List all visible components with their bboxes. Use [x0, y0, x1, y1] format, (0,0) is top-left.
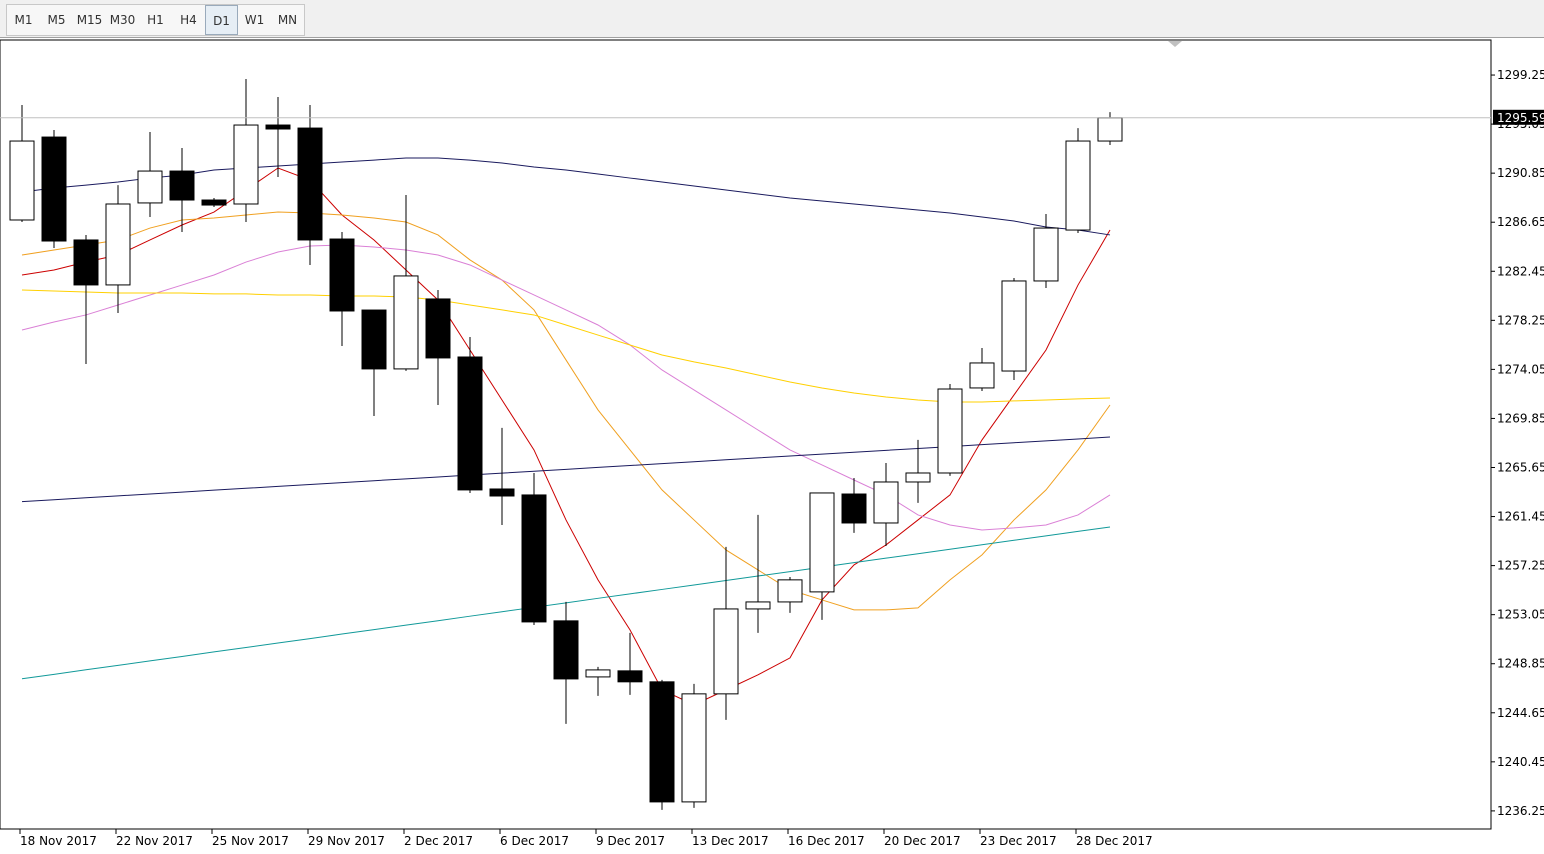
candle-body: [137, 170, 163, 204]
y-tick-label: 1240.45: [1497, 755, 1544, 769]
candle-body: [265, 124, 291, 130]
moving-average: [21, 436, 1111, 503]
candle-body: [329, 238, 355, 312]
timeframe-button[interactable]: H1: [147, 13, 164, 27]
candle-body: [777, 579, 803, 603]
y-tick-label: 1286.65: [1497, 215, 1544, 229]
candle-body: [105, 203, 131, 286]
timeframe-button[interactable]: MN: [277, 13, 298, 27]
timeframe-button[interactable]: M15: [76, 13, 103, 27]
candle-body: [393, 275, 419, 370]
x-tick-label: 16 Dec 2017: [788, 834, 865, 848]
candle-body: [809, 492, 835, 593]
moving-average: [21, 211, 1111, 611]
y-tick-label: 1274.05: [1497, 362, 1544, 376]
current-price-label: 1295.59: [1497, 111, 1544, 125]
candle-body: [1001, 280, 1027, 372]
candle-body: [297, 127, 323, 241]
timeframe-button[interactable]: H4: [180, 13, 197, 27]
timeframe-button[interactable]: M1: [14, 13, 33, 27]
candle-body: [745, 601, 771, 610]
candle-body: [41, 136, 67, 242]
candle-body: [489, 488, 515, 497]
candle-body: [969, 362, 995, 389]
candle-body: [617, 670, 643, 683]
candle-body: [361, 309, 387, 370]
moving-average: [21, 244, 1111, 531]
y-tick-label: 1269.85: [1497, 411, 1544, 425]
candle-body: [521, 494, 547, 623]
candle-body: [553, 620, 579, 680]
candle-body: [905, 472, 931, 483]
candle-body: [233, 124, 259, 205]
x-tick-label: 25 Nov 2017: [212, 834, 289, 848]
timeframe-bar: M1 M5 M15 M30 H1 H4 D1 W1 MN: [6, 4, 305, 36]
x-tick-label: 28 Dec 2017: [1076, 834, 1153, 848]
price-label-box: [1493, 109, 1544, 125]
y-tick-label: 1282.45: [1497, 264, 1544, 278]
y-tick-label: 1253.05: [1497, 608, 1544, 622]
x-tick-label: 6 Dec 2017: [500, 834, 569, 848]
y-tick-label: 1290.85: [1497, 166, 1544, 180]
timeframe-button[interactable]: W1: [244, 13, 265, 27]
timeframe-button[interactable]: M30: [109, 13, 136, 27]
moving-average: [21, 167, 1111, 706]
x-tick-label: 13 Dec 2017: [692, 834, 769, 848]
x-tick-label: 22 Nov 2017: [116, 834, 193, 848]
y-tick-label: 1261.45: [1497, 510, 1544, 524]
candle-body: [585, 669, 611, 678]
plot: [9, 79, 1123, 810]
candle-body: [457, 356, 483, 491]
candle-body: [649, 681, 675, 803]
y-tick-label: 1244.65: [1497, 706, 1544, 720]
y-tick-label: 1278.25: [1497, 313, 1544, 327]
x-tick-label: 2 Dec 2017: [404, 834, 473, 848]
y-tick-label: 1248.85: [1497, 657, 1544, 671]
shift-marker: [1168, 41, 1182, 47]
candle-body: [681, 693, 707, 803]
timeframe-button[interactable]: D1: [205, 5, 238, 35]
candle-body: [1065, 140, 1091, 231]
x-tick-label: 23 Dec 2017: [980, 834, 1057, 848]
candle-body: [841, 493, 867, 524]
candle-body: [937, 388, 963, 474]
x-tick-label: 18 Nov 2017: [20, 834, 97, 848]
x-tick-label: 29 Nov 2017: [308, 834, 385, 848]
moving-average: [21, 157, 1111, 236]
moving-average: [21, 289, 1111, 403]
candle-body: [201, 199, 227, 206]
x-tick-label: 20 Dec 2017: [884, 834, 961, 848]
candle-body: [9, 140, 35, 221]
candle-body: [425, 298, 451, 359]
candle-body: [1097, 117, 1123, 142]
y-tick-label: 1257.25: [1497, 559, 1544, 573]
toolbar: M1 M5 M15 M30 H1 H4 D1 W1 MN: [0, 0, 1544, 38]
candle-body: [169, 170, 195, 201]
candle-body: [73, 239, 99, 286]
y-tick-label: 1299.25: [1497, 68, 1544, 82]
candle-body: [713, 608, 739, 695]
candle-body: [1033, 227, 1059, 282]
y-tick-label: 1265.65: [1497, 460, 1544, 474]
x-tick-label: 9 Dec 2017: [596, 834, 665, 848]
candle-body: [873, 481, 899, 524]
timeframe-button[interactable]: M5: [47, 13, 66, 27]
plot-frame: [0, 39, 1492, 830]
y-tick-label: 1236.25: [1497, 804, 1544, 818]
